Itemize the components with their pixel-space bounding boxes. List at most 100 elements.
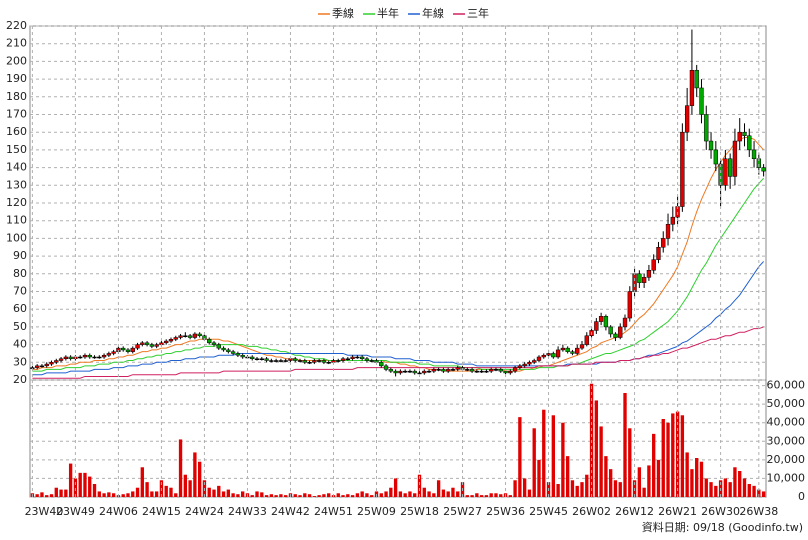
volume-bar (346, 494, 350, 497)
volume-bar (489, 493, 493, 497)
y-tick-label: 70 (13, 285, 27, 298)
volume-bar (761, 491, 766, 497)
candle-body (446, 369, 451, 372)
volume-bar (269, 494, 274, 497)
volume-bar (628, 428, 632, 497)
volume-bar (88, 476, 92, 497)
volume-bar (78, 472, 82, 497)
candle-body (670, 216, 675, 225)
volume-bar (68, 463, 73, 497)
candle-body (503, 370, 508, 374)
y-tick-label: 180 (6, 90, 27, 103)
volume-bar (451, 487, 455, 497)
volume-bar (64, 489, 68, 497)
volume-bar (250, 495, 254, 497)
candle-body (269, 360, 274, 362)
volume-bar (642, 487, 646, 497)
candle-body (412, 370, 417, 374)
x-tick-label: 24W42 (271, 505, 310, 518)
candle-body (369, 360, 374, 362)
y2-tick-label: 0 (798, 490, 805, 503)
volume-bar (532, 428, 536, 497)
y2-tick-label: 60,000 (767, 379, 806, 392)
candle-body (713, 149, 718, 165)
volume-bar (35, 494, 39, 497)
candle-body (226, 349, 231, 352)
candle-body (125, 349, 131, 352)
candle-body (517, 365, 523, 368)
x-tick-label: 26W38 (739, 505, 778, 518)
candle-body (584, 335, 589, 345)
candle-body (498, 369, 503, 372)
candle-body (661, 238, 666, 248)
legend-label: 三年 (467, 6, 489, 20)
volume-bar (733, 467, 737, 497)
candle-body (627, 291, 632, 319)
volume-bar (370, 495, 374, 497)
volume-bar (284, 495, 288, 497)
candle-body (570, 351, 575, 354)
candle-body (168, 339, 174, 342)
candle-body (87, 354, 92, 358)
volume-bar (757, 489, 761, 497)
candle-body (278, 360, 284, 362)
volume-bar (389, 487, 393, 497)
volume-bar (685, 452, 689, 497)
candle-body (536, 356, 542, 361)
candle-body (106, 353, 112, 356)
x-tick-label: 26W02 (572, 505, 611, 518)
candle-body (708, 140, 714, 151)
candle-body (431, 369, 437, 372)
candle-body (135, 344, 140, 349)
volume-bar (695, 458, 699, 497)
candle-body (39, 365, 45, 368)
candle-body (192, 333, 198, 338)
y-tick-label: 130 (6, 178, 27, 191)
candle-body (484, 370, 489, 373)
x-tick-label: 25W36 (486, 505, 525, 518)
candle-body (761, 167, 766, 172)
candle-body (130, 347, 135, 352)
candle-body (512, 367, 518, 372)
volume-bar (312, 496, 317, 497)
volume-bar (441, 489, 446, 497)
candle-body (58, 358, 64, 361)
volume-bar (169, 487, 173, 497)
candle-body (211, 342, 217, 345)
candle-body (689, 70, 695, 106)
volume-bar (255, 491, 259, 497)
candle-body (221, 347, 226, 351)
volume-bar (656, 459, 661, 497)
x-tick-label: 26W30 (701, 505, 740, 518)
candle-body (598, 316, 604, 322)
candle-body (656, 247, 661, 260)
volume-bar (413, 493, 417, 497)
candle-body (78, 356, 83, 359)
volume-bar (393, 478, 398, 497)
candle-body (240, 354, 245, 358)
legend: 季線 半年 年線 三年 (318, 6, 489, 20)
volume-bar (609, 469, 613, 497)
volume-bar (527, 489, 532, 497)
volume-bar (384, 491, 388, 497)
candle-body (307, 362, 312, 364)
candle-body (751, 149, 757, 159)
legend-label: 半年 (377, 6, 399, 20)
legend-label: 年線 (422, 6, 444, 20)
candle-body (665, 223, 671, 239)
volume-bar (484, 495, 489, 497)
candle-body (541, 354, 546, 358)
candle-body (613, 333, 618, 338)
volume-bar (752, 485, 756, 497)
candle-body (336, 360, 341, 362)
candle-body (250, 356, 255, 360)
volume-bar (671, 413, 675, 497)
y2-tick-label: 40,000 (767, 416, 806, 429)
y2-tick-label: 10,000 (767, 471, 806, 484)
candle-body (489, 369, 494, 372)
volume-bar (221, 491, 226, 497)
volume-bar (59, 489, 63, 497)
candle-body (101, 354, 107, 358)
volume-bar (298, 495, 302, 497)
